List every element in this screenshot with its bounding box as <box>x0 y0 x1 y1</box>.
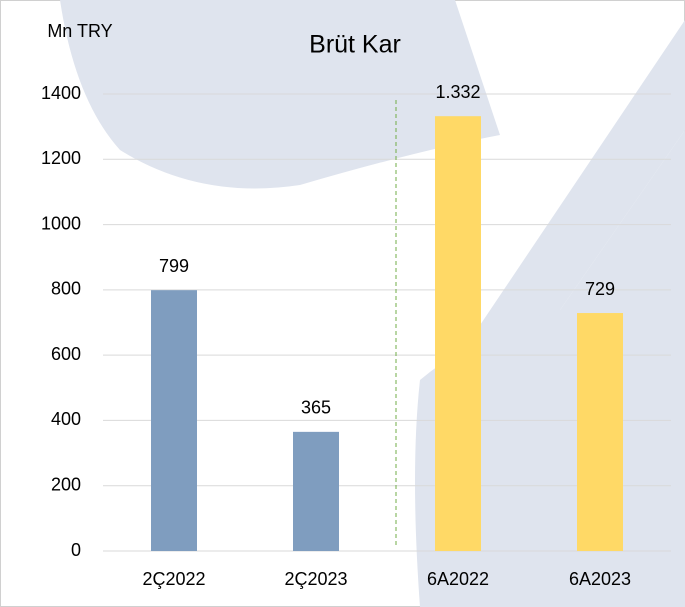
data-label: 365 <box>301 398 331 418</box>
y-tick-label: 1400 <box>41 83 81 103</box>
y-axis-label: Mn TRY <box>47 21 112 41</box>
bar <box>577 313 623 551</box>
y-tick-label: 600 <box>51 344 81 364</box>
x-tick-label: 2Ç2023 <box>284 569 347 589</box>
x-tick-label: 6A2022 <box>427 569 489 589</box>
data-label: 799 <box>159 256 189 276</box>
y-tick-label: 400 <box>51 409 81 429</box>
x-tick-label: 2Ç2022 <box>142 569 205 589</box>
y-tick-label: 1000 <box>41 213 81 233</box>
bar <box>293 431 339 551</box>
bar <box>151 290 197 551</box>
bar <box>435 116 481 551</box>
y-tick-label: 0 <box>71 540 81 560</box>
y-tick-label: 800 <box>51 279 81 299</box>
y-tick-label: 200 <box>51 474 81 494</box>
data-label: 729 <box>585 279 615 299</box>
y-tick-label: 1200 <box>41 148 81 168</box>
x-tick-label: 6A2023 <box>569 569 631 589</box>
data-label: 1.332 <box>435 82 480 102</box>
chart-title: Brüt Kar <box>309 31 401 59</box>
